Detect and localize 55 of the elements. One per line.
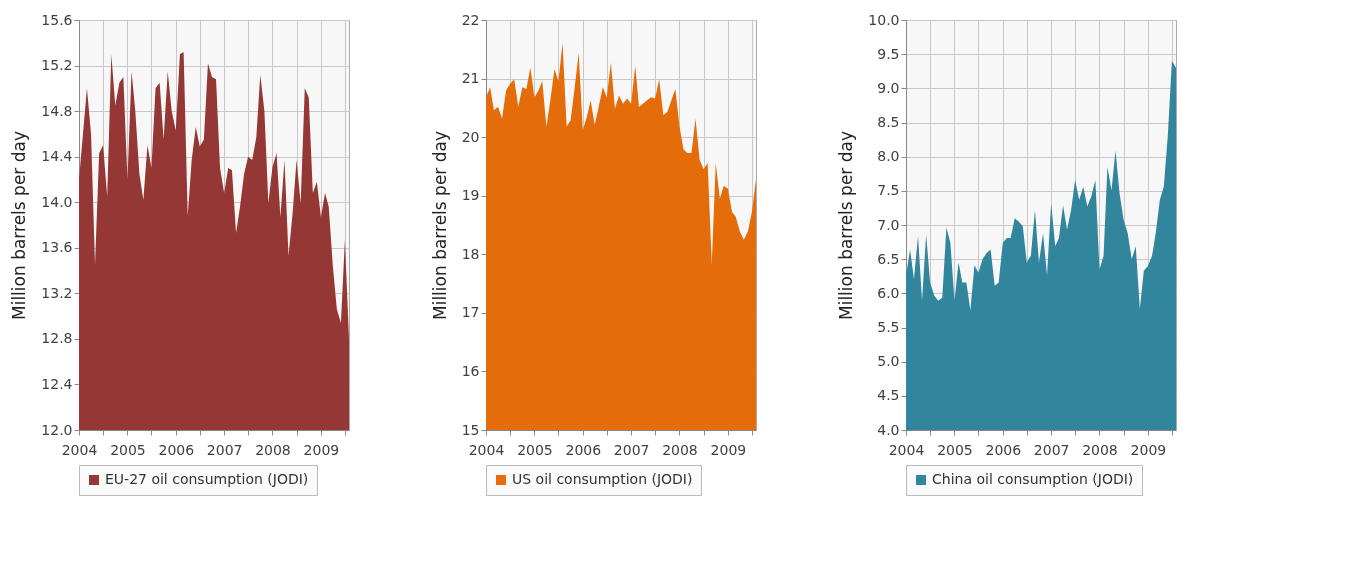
x-tick-label: 2008 [662, 441, 698, 458]
y-tick-label: 15.2 [41, 57, 73, 74]
x-tick-label: 2005 [110, 441, 146, 458]
y-axis-title: Million barrels per day [9, 130, 30, 321]
legend-label: China oil consumption (JODI) [932, 471, 1134, 487]
y-tick-label: 15 [461, 421, 480, 438]
x-tick-label: 2007 [206, 441, 243, 458]
x-tick-label: 2006 [565, 441, 602, 458]
y-tick-label: 5.5 [877, 319, 900, 335]
x-tick-label: 2004 [888, 441, 925, 458]
y-tick-label: 4.0 [877, 421, 900, 438]
y-tick-label: 14.4 [41, 148, 73, 165]
x-tick-label: 2007 [1033, 441, 1070, 458]
y-tick-label: 7.0 [877, 216, 900, 233]
y-tick-label: 17 [461, 304, 480, 321]
y-tick-label: 21 [461, 70, 480, 87]
x-tick-label: 2009 [1130, 441, 1167, 458]
y-tick-label: 14.0 [41, 193, 73, 210]
y-tick-label: 4.5 [877, 387, 900, 404]
y-tick-label: 6.0 [877, 284, 900, 301]
y-tick-label: 18 [461, 245, 480, 262]
y-tick-label: 16 [461, 362, 480, 379]
x-tick-label: 2008 [255, 441, 291, 458]
x-tick-label: 2004 [468, 441, 505, 458]
x-tick-label: 2004 [61, 441, 98, 458]
x-tick-label: 2005 [937, 441, 973, 458]
y-tick-label: 7.5 [877, 182, 900, 199]
y-axis-title: Million barrels per day [429, 130, 450, 321]
y-tick-label: 9.0 [877, 79, 900, 96]
y-tick-label: 15.6 [41, 11, 73, 28]
y-tick-label: 13.6 [41, 239, 73, 256]
y-axis-title: Million barrels per day [836, 130, 857, 321]
y-tick-label: 12.8 [41, 330, 73, 347]
y-tick-label: 12.0 [41, 421, 73, 438]
x-tick-label: 2005 [517, 441, 553, 458]
legend-label: US oil consumption (JODI) [512, 471, 693, 487]
y-tick-label: 13.2 [41, 284, 73, 301]
x-tick-label: 2009 [303, 441, 340, 458]
y-tick-label: 10.0 [868, 11, 900, 28]
y-tick-label: 9.5 [877, 45, 900, 62]
x-tick-label: 2008 [1082, 441, 1118, 458]
y-tick-label: 5.0 [877, 353, 900, 370]
y-tick-label: 14.8 [41, 102, 73, 119]
x-tick-label: 2006 [985, 441, 1022, 458]
x-tick-label: 2007 [613, 441, 650, 458]
y-tick-label: 22 [461, 11, 480, 28]
y-tick-label: 19 [461, 187, 480, 204]
y-tick-label: 20 [461, 128, 480, 145]
y-tick-label: 6.5 [877, 250, 900, 267]
legend-label: EU-27 oil consumption (JODI) [105, 471, 309, 487]
y-tick-label: 8.0 [877, 148, 900, 165]
y-tick-label: 8.5 [877, 114, 900, 130]
x-tick-label: 2009 [710, 441, 747, 458]
y-tick-label: 12.4 [41, 375, 73, 392]
x-tick-label: 2006 [158, 441, 195, 458]
